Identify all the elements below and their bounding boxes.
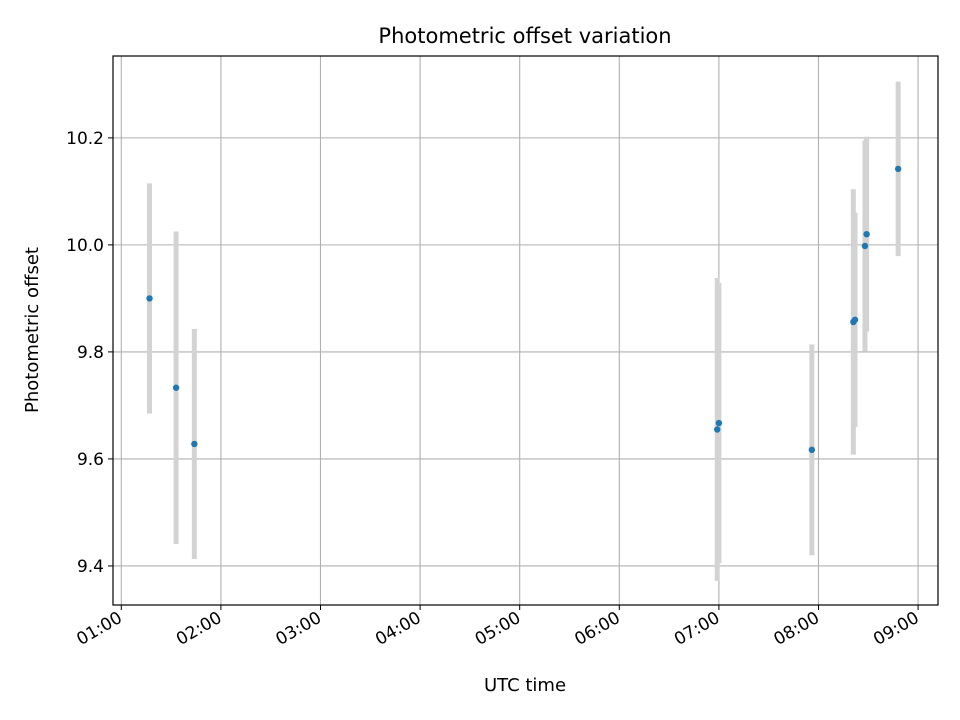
y-tick-label: 10.2 bbox=[66, 129, 104, 149]
y-axis-ticks: 9.4 9.6 9.8 10.0 10.2 bbox=[66, 129, 113, 577]
y-tick-label: 10.0 bbox=[66, 236, 104, 256]
x-axis-label: UTC time bbox=[484, 675, 566, 696]
y-axis-label: Photometric offset bbox=[22, 247, 43, 413]
data-point bbox=[851, 316, 859, 323]
data-point bbox=[861, 242, 869, 250]
data-point bbox=[146, 295, 153, 302]
data-point bbox=[191, 440, 198, 448]
y-tick-label: 9.8 bbox=[77, 343, 104, 363]
data-point bbox=[808, 446, 816, 454]
data-point bbox=[863, 230, 870, 238]
chart-title: Photometric offset variation bbox=[378, 24, 671, 48]
y-tick-label: 9.6 bbox=[77, 450, 104, 470]
data-point bbox=[715, 419, 723, 427]
data-point bbox=[172, 384, 180, 391]
y-tick-label: 9.4 bbox=[77, 557, 104, 577]
grid bbox=[113, 56, 938, 605]
data-point bbox=[894, 165, 902, 173]
plot-frame bbox=[112, 55, 939, 606]
data-points bbox=[146, 165, 902, 454]
data-point bbox=[714, 426, 721, 433]
